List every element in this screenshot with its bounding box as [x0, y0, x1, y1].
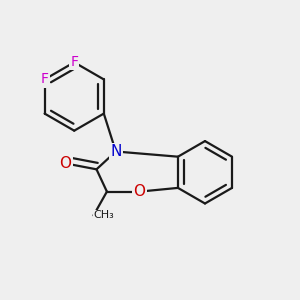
Text: F: F	[40, 72, 49, 86]
Text: F: F	[70, 55, 78, 69]
Text: O: O	[59, 156, 71, 171]
Text: O: O	[134, 184, 146, 199]
Text: N: N	[110, 144, 122, 159]
Text: CH₃: CH₃	[94, 210, 114, 220]
